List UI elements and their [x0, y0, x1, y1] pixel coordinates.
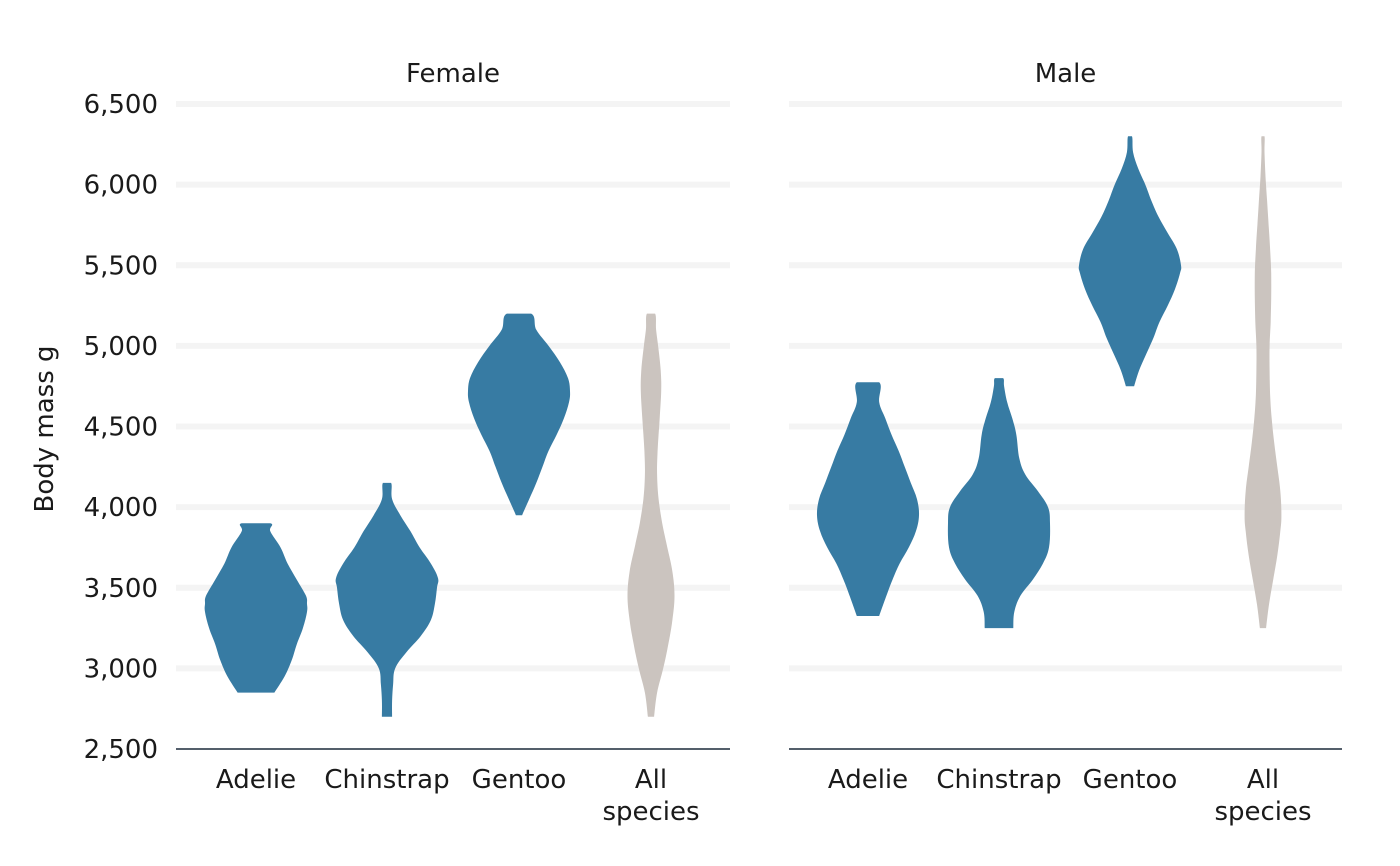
y-axis-title: Body mass g	[30, 345, 60, 512]
facet-panel-male: Male Adelie Chinstrap Gentoo All species	[789, 59, 1342, 827]
violin-male-gentoo	[1078, 136, 1182, 387]
y-tick-label: 5,000	[84, 332, 158, 362]
x-tick-label: All species	[602, 765, 699, 827]
x-tick-label: Gentoo	[472, 765, 567, 795]
violin-male-adelie	[816, 382, 920, 616]
x-tick-label: Adelie	[216, 765, 296, 795]
y-tick-label: 3,500	[84, 574, 158, 604]
violin-female-all-species	[627, 313, 675, 717]
y-tick-label: 3,000	[84, 654, 158, 684]
facet-panels: 2,500 3,000 3,500 4,000 4,500 5,000 5,500 6,000…	[84, 59, 1342, 827]
y-tick-label: 6,000	[84, 171, 158, 201]
facet-title: Female	[406, 59, 500, 89]
violin-female-gentoo	[467, 313, 571, 516]
y-tick-label: 4,000	[84, 493, 158, 523]
facet-panel-female: Female Adelie Chinstrap Gentoo All species	[176, 59, 730, 827]
facet-title: Male	[1035, 59, 1097, 89]
y-tick-label: 5,500	[84, 251, 158, 281]
violin-female-adelie	[204, 523, 308, 693]
x-tick-label: Chinstrap	[936, 765, 1061, 795]
x-tick-label: Gentoo	[1083, 765, 1178, 795]
x-tick-label: All species	[1214, 765, 1311, 827]
violin-female-chinstrap	[335, 482, 439, 717]
violin-male-chinstrap	[947, 378, 1051, 629]
x-tick-label: Chinstrap	[324, 765, 449, 795]
y-tick-label: 4,500	[84, 413, 158, 443]
x-tick-label: Adelie	[828, 765, 908, 795]
y-tick-label: 6,500	[84, 90, 158, 120]
y-tick-label: 2,500	[84, 735, 158, 765]
violin-male-all-species	[1244, 136, 1282, 629]
